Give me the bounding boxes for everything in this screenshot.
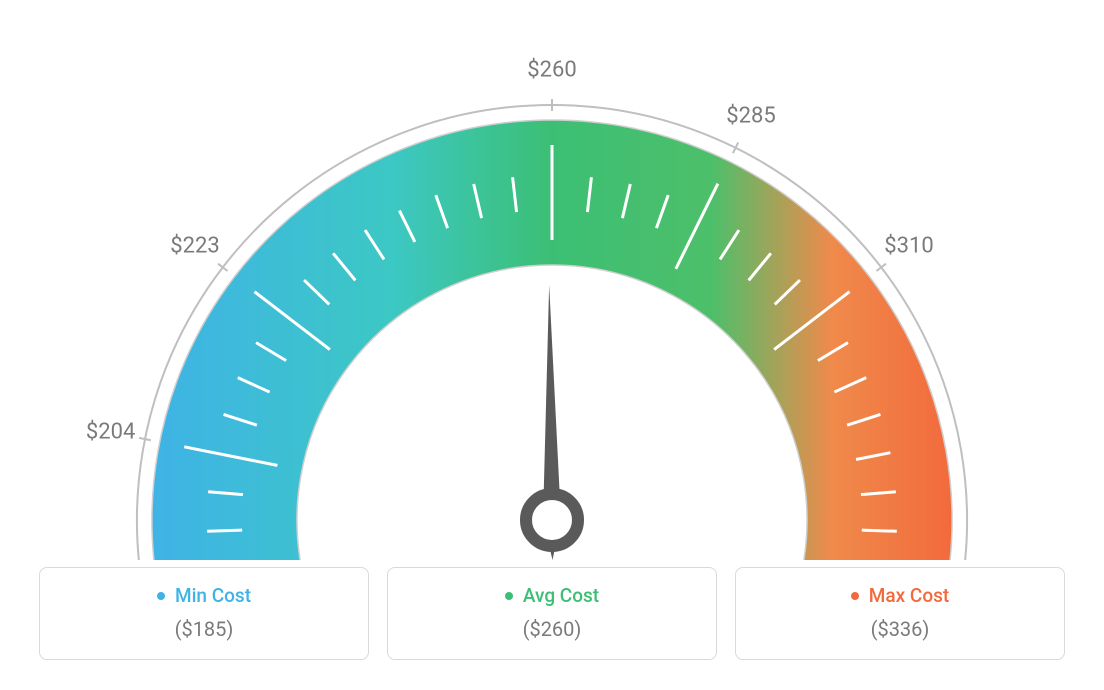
gauge-svg: [52, 20, 1052, 560]
legend-max-value: ($336): [736, 617, 1064, 641]
gauge-chart: $185$204$223$260$285$310$336: [52, 20, 1052, 560]
gauge-tick-label: $204: [86, 420, 135, 445]
legend-avg-value: ($260): [388, 617, 716, 641]
legend-max-label: Max Cost: [869, 584, 949, 607]
dot-icon: [157, 592, 165, 600]
legend-avg-card: Avg Cost ($260): [387, 567, 717, 660]
legend-min-card: Min Cost ($185): [39, 567, 369, 660]
gauge-tick-label: $260: [527, 58, 576, 83]
gauge-tick-label: $310: [884, 234, 933, 259]
legend-min-label: Min Cost: [175, 584, 251, 607]
gauge-tick-label: $223: [170, 234, 219, 259]
legend-avg-label: Avg Cost: [523, 584, 599, 607]
gauge-needle-hub: [526, 494, 578, 546]
legend-min-title: Min Cost: [157, 584, 251, 607]
dot-icon: [851, 592, 859, 600]
gauge-outer-tick: [876, 264, 886, 271]
legend-min-value: ($185): [40, 617, 368, 641]
gauge-minor-tick: [207, 530, 242, 531]
gauge-outer-tick: [218, 264, 228, 271]
gauge-outer-tick: [139, 438, 151, 440]
legend-max-title: Max Cost: [851, 584, 949, 607]
legend-row: Min Cost ($185) Avg Cost ($260) Max Cost…: [39, 567, 1065, 660]
gauge-minor-tick: [862, 530, 897, 531]
legend-max-card: Max Cost ($336): [735, 567, 1065, 660]
legend-avg-title: Avg Cost: [505, 584, 599, 607]
dot-icon: [505, 592, 513, 600]
gauge-tick-label: $285: [726, 104, 775, 129]
